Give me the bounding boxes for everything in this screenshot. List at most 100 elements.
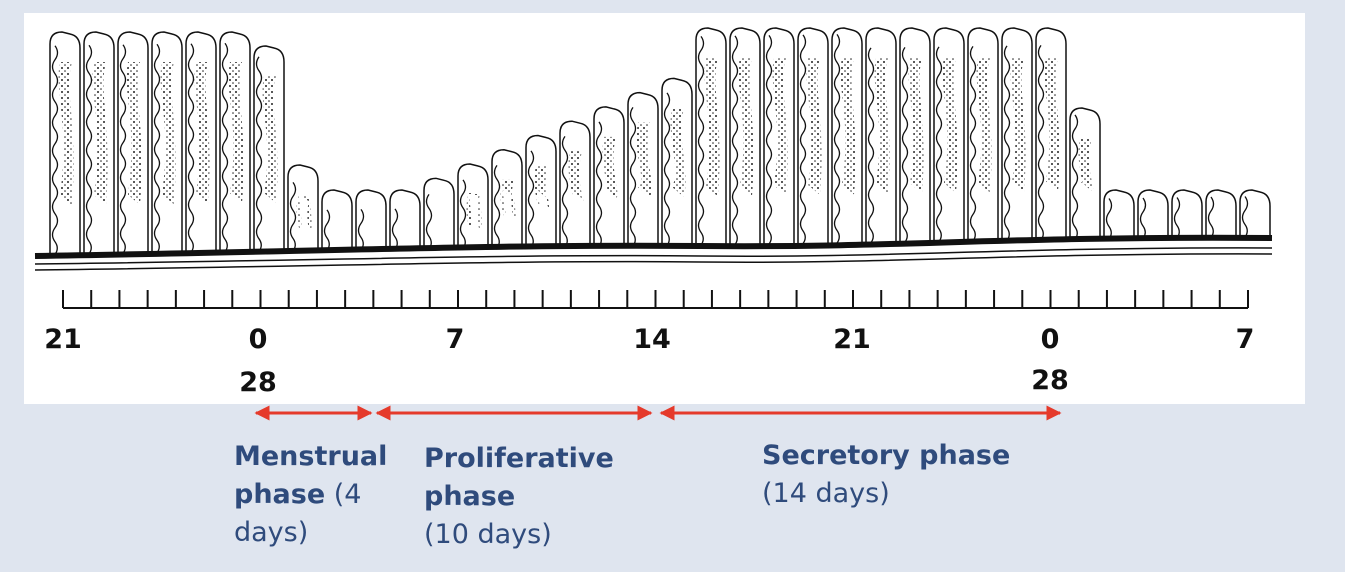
gland — [899, 27, 931, 244]
myometrium-line — [34, 253, 1273, 271]
spiral-artery — [391, 208, 399, 252]
gland — [185, 31, 217, 254]
gland-lumen — [670, 108, 686, 197]
gland — [865, 27, 897, 244]
gland — [1205, 189, 1237, 239]
spiral-artery — [323, 209, 331, 253]
spiral-artery — [833, 34, 841, 245]
gland-lumen — [840, 58, 856, 195]
spiral-artery — [1037, 45, 1045, 242]
gland — [559, 120, 591, 249]
spiral-artery — [697, 36, 705, 247]
spiral-artery — [1241, 196, 1249, 239]
spiral-artery — [901, 47, 909, 244]
gland-lumen — [92, 62, 108, 206]
day-label: 21 — [833, 324, 871, 355]
gland-lumen — [466, 189, 482, 230]
gland-lumen — [160, 62, 176, 205]
spiral-artery — [561, 135, 569, 249]
day-label: 14 — [633, 324, 671, 355]
spiral-artery — [969, 46, 977, 243]
gland — [1137, 189, 1169, 240]
gland — [253, 45, 285, 253]
spiral-artery — [357, 208, 365, 252]
gland-lumen — [534, 165, 550, 210]
gland-lumen — [738, 58, 754, 196]
gland — [83, 31, 115, 256]
gland-lumen — [942, 58, 958, 193]
gland-lumen — [500, 179, 516, 219]
gland — [593, 106, 625, 248]
phase-label: Secretory phase (14 days) — [762, 437, 1082, 513]
gland — [831, 27, 863, 245]
spiral-artery — [289, 181, 297, 253]
gland-lumen — [568, 151, 584, 202]
spiral-artery — [1003, 45, 1011, 243]
phase-name: Menstrual phase — [234, 441, 388, 510]
spiral-artery — [187, 43, 195, 255]
phase-name: Secretory phase — [762, 440, 1011, 471]
phase-duration: (10 days) — [424, 519, 552, 550]
gland — [355, 189, 387, 252]
gland-lumen — [1010, 58, 1026, 192]
gland — [49, 31, 81, 256]
spiral-artery — [153, 43, 161, 255]
gland-lumen — [58, 62, 74, 206]
day-label: 28 — [239, 367, 277, 398]
gland-lumen — [194, 62, 210, 204]
gland-lumen — [126, 62, 142, 205]
basal-layer — [34, 234, 1273, 259]
myometrium-line — [34, 247, 1273, 265]
gland — [1239, 189, 1271, 239]
spiral-artery — [935, 46, 943, 244]
day-label: 7 — [1236, 324, 1255, 355]
phase-duration: (14 days) — [762, 478, 890, 509]
gland-lumen — [704, 58, 720, 197]
day-label: 28 — [1031, 365, 1069, 396]
gland-lumen — [228, 62, 244, 204]
spiral-artery — [459, 179, 467, 251]
phase-name: Proliferative phase — [424, 443, 614, 512]
gland — [695, 27, 727, 247]
gland-lumen — [602, 136, 618, 198]
gland — [389, 189, 421, 251]
gland — [423, 177, 455, 251]
gland-lumen — [296, 192, 312, 232]
gland-lumen — [908, 58, 924, 194]
gland — [287, 164, 319, 253]
spiral-artery — [221, 42, 229, 254]
gland — [933, 27, 965, 243]
gland — [219, 31, 251, 254]
day-label: 0 — [1041, 324, 1060, 355]
gland-lumen — [806, 58, 822, 195]
spiral-artery — [527, 150, 535, 250]
spiral-artery — [1139, 197, 1147, 241]
gland — [797, 27, 829, 245]
spiral-artery — [595, 121, 603, 249]
spiral-artery — [663, 92, 671, 248]
gland-lumen — [1078, 138, 1094, 192]
spiral-artery — [1173, 197, 1181, 240]
gland-lumen — [262, 76, 278, 203]
gland — [117, 31, 149, 255]
gland — [1171, 189, 1203, 240]
phase-label: Menstrual phase (4 days) — [234, 438, 414, 552]
spiral-artery — [255, 56, 263, 254]
gland — [321, 189, 353, 252]
gland-lumen — [976, 58, 992, 193]
gland — [491, 149, 523, 250]
spiral-artery — [765, 35, 773, 246]
gland — [1069, 107, 1101, 241]
spiral-artery — [629, 106, 637, 248]
day-label: 7 — [446, 324, 465, 355]
phase-duration: (4 days) — [234, 479, 362, 548]
spiral-artery — [1071, 114, 1079, 242]
gland-lumen — [636, 122, 652, 198]
spiral-artery — [867, 47, 875, 245]
spiral-artery — [51, 45, 59, 257]
spiral-artery — [493, 164, 501, 250]
spiral-artery — [799, 34, 807, 246]
gland — [1001, 27, 1033, 242]
ruler-ticks — [62, 290, 1249, 308]
